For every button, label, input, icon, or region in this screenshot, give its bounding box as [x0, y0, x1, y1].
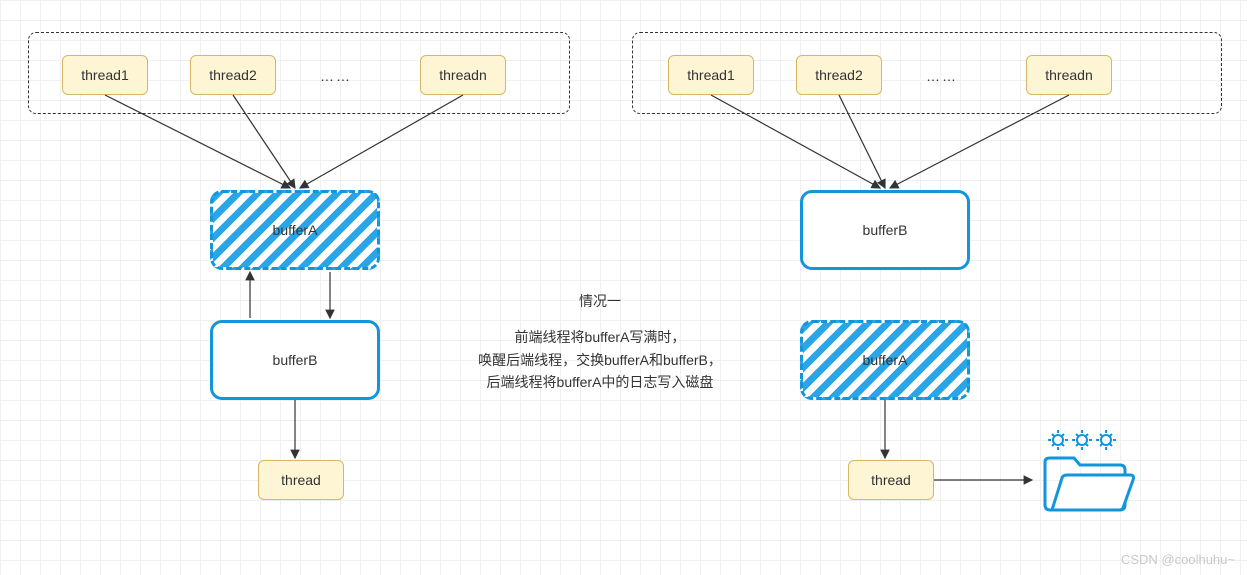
- label: thread: [871, 472, 911, 488]
- label: bufferB: [273, 352, 318, 368]
- label: thread: [281, 472, 321, 488]
- label: thread2: [209, 67, 256, 83]
- right-threadn: threadn: [1026, 55, 1112, 95]
- right-bufferA: bufferA: [800, 320, 970, 400]
- left-threadn: threadn: [420, 55, 506, 95]
- right-thread-bottom: thread: [848, 460, 934, 500]
- label: thread1: [81, 67, 128, 83]
- left-bufferA: bufferA: [210, 190, 380, 270]
- right-bufferB: bufferB: [800, 190, 970, 270]
- right-thread2: thread2: [796, 55, 882, 95]
- caption: 情况一 前端线程将bufferA写满时， 唤醒后端线程，交换bufferA和bu…: [460, 290, 740, 394]
- left-bufferB: bufferB: [210, 320, 380, 400]
- caption-line2: 唤醒后端线程，交换bufferA和bufferB，: [460, 349, 740, 371]
- left-thread-bottom: thread: [258, 460, 344, 500]
- left-dots: ……: [320, 68, 352, 84]
- label: threadn: [1045, 67, 1092, 83]
- left-thread2: thread2: [190, 55, 276, 95]
- caption-line3: 后端线程将bufferA中的日志写入磁盘: [460, 371, 740, 393]
- label: threadn: [439, 67, 486, 83]
- left-thread1: thread1: [62, 55, 148, 95]
- label: thread1: [687, 67, 734, 83]
- label: bufferB: [863, 222, 908, 238]
- label: bufferA: [863, 352, 908, 368]
- watermark: CSDN @coolhuhu~: [1121, 552, 1235, 567]
- right-dots: ……: [926, 68, 958, 84]
- right-thread1: thread1: [668, 55, 754, 95]
- label: thread2: [815, 67, 862, 83]
- caption-line1: 前端线程将bufferA写满时，: [460, 326, 740, 348]
- caption-title: 情况一: [460, 290, 740, 312]
- folder-gears-icon: [1040, 430, 1140, 525]
- label: bufferA: [273, 222, 318, 238]
